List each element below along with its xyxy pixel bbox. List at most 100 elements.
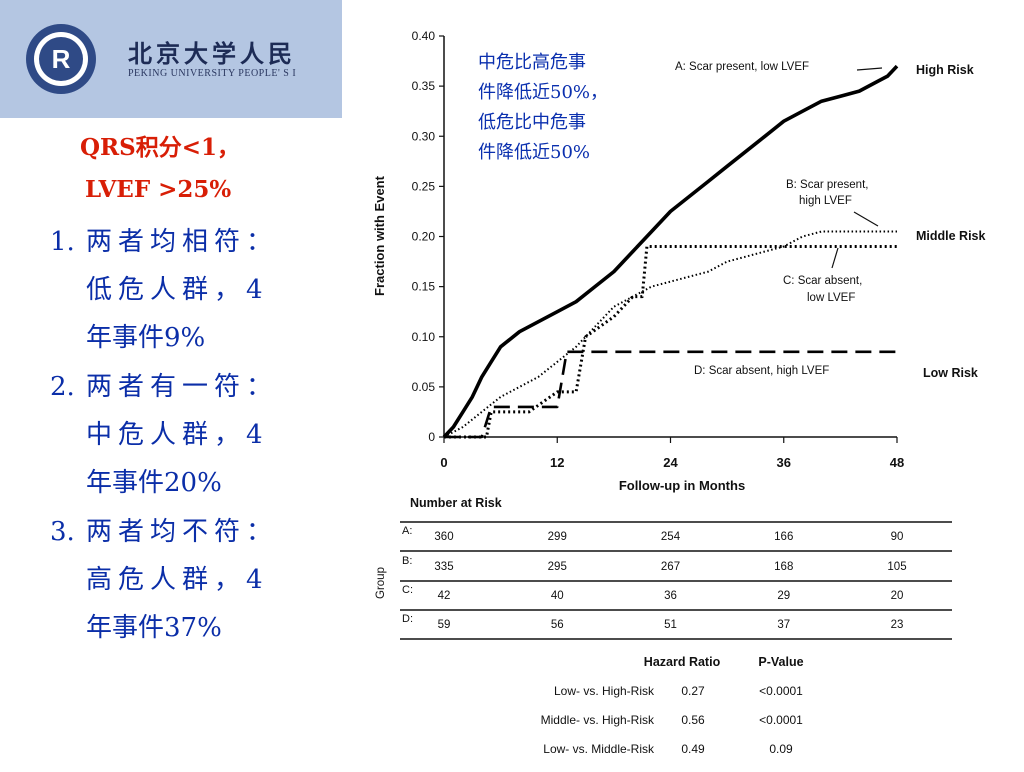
risk-table-cell: 295 — [548, 561, 567, 573]
x-tick-label: 12 — [550, 455, 564, 470]
chart-axes: 0 0.05 0.10 0.15 0.20 0.25 0.30 0.35 0.40 0 12 24 36… — [372, 29, 904, 493]
list-item-line: 年事件37% — [86, 613, 222, 643]
km-chart: 0 0.05 0.10 0.15 0.20 0.25 0.30 0.35 0.40 0 12 24 36… — [372, 29, 986, 756]
risk-table-cell: 90 — [891, 531, 904, 543]
hazard-table: Hazard Ratio P-Value Low- vs. High-Risk 0.2… — [541, 655, 804, 756]
risk-table-title: Number at Risk — [410, 496, 502, 510]
hazard-ratio-value: 0.56 — [681, 713, 705, 727]
risk-table-cell: 23 — [891, 619, 904, 631]
list-item-line: 两者均相符： — [86, 227, 279, 257]
risk-table-group: B: — [402, 555, 412, 567]
hazard-row-label: Middle- vs. High-Risk — [541, 713, 655, 727]
risk-table-cell: 254 — [661, 531, 681, 543]
hazard-row-label: Low- vs. High-Risk — [554, 684, 655, 698]
hazard-p-value: <0.0001 — [759, 713, 803, 727]
x-axis-label: Follow-up in Months — [619, 478, 745, 493]
risk-table-cell: 105 — [887, 561, 906, 573]
hazard-row-label: Low- vs. Middle-Risk — [543, 742, 655, 756]
list-item-line: 年事件20% — [86, 468, 222, 498]
risk-label-low: Low Risk — [923, 366, 978, 380]
svg-text:R: R — [52, 44, 71, 74]
x-tick-label: 48 — [890, 455, 904, 470]
y-tick-label: 0.25 — [412, 179, 436, 193]
x-tick-label: 24 — [663, 455, 678, 470]
risk-table-cell: 42 — [438, 590, 451, 602]
list-item-line: 两者均不符： — [86, 517, 279, 547]
risk-label-high: High Risk — [916, 63, 974, 77]
risk-table-group: C: — [402, 584, 413, 596]
hazard-ratio-value: 0.27 — [681, 684, 705, 698]
risk-table-cell: 166 — [774, 531, 793, 543]
y-tick-label: 0.10 — [412, 330, 436, 344]
y-tick-label: 0 — [428, 430, 435, 444]
y-tick-label: 0.40 — [412, 29, 436, 43]
series-label-arrow — [856, 67, 883, 71]
annotation-note: 中危比高危事 件降低近50%， 低危比中危事 件降低近50% — [478, 48, 658, 168]
chart-panel: 0 0.05 0.10 0.15 0.20 0.25 0.30 0.35 0.40 0 12 24 36… — [342, 0, 1024, 768]
list-item-line: 年事件9% — [86, 323, 206, 353]
note-line: 件降低近50%， — [478, 82, 609, 103]
risk-table-cell: 20 — [891, 590, 904, 602]
hazard-header: P-Value — [758, 655, 803, 669]
risk-table-cell: 299 — [548, 531, 567, 543]
note-line: 低危比中危事 — [478, 112, 586, 133]
chart-series — [442, 64, 899, 439]
y-tick-label: 0.05 — [412, 380, 436, 394]
risk-table-cell: 29 — [777, 590, 790, 602]
risk-table-cell: 335 — [434, 561, 453, 573]
y-tick-label: 0.35 — [412, 79, 436, 93]
risk-table-cell: 40 — [551, 590, 564, 602]
series-label-arrow — [853, 211, 879, 227]
series-label: D: Scar absent, high LVEF — [694, 365, 829, 377]
series-label: low LVEF — [807, 292, 855, 304]
risk-table-cell: 36 — [664, 590, 677, 602]
risk-table-cell: 267 — [661, 561, 680, 573]
y-tick-label: 0.30 — [412, 129, 436, 143]
list-item-number: 3. — [50, 517, 75, 547]
risk-table-group: D: — [402, 613, 413, 625]
header-banner: R 北京大学人民 PEKING UNIVERSITY PEOPLE' S I — [0, 0, 342, 118]
x-tick-label: 36 — [777, 455, 791, 470]
left-text-panel: QRS积分<1， LVEF >25% 1. 两者均相符： 低危人群，4 年事件9… — [0, 118, 342, 768]
list-item-number: 2. — [50, 372, 75, 402]
risk-table-cell: 360 — [434, 531, 453, 543]
criteria-line-1: QRS积分<1， — [80, 134, 241, 161]
list-item-line: 中危人群，4 — [86, 420, 269, 450]
y-axis-label: Fraction with Event — [372, 175, 387, 296]
series-line-b — [443, 230, 897, 438]
risk-table-cell: 51 — [664, 619, 677, 631]
note-line: 中危比高危事 — [478, 52, 586, 73]
hazard-header: Hazard Ratio — [644, 655, 721, 669]
hazard-ratio-value: 0.49 — [681, 742, 705, 756]
chart-annotations: A: Scar present, low LVEF B: Scar present… — [675, 61, 986, 380]
header-title: 北京大学人民 — [128, 40, 296, 68]
list-item-line: 高危人群，4 — [86, 565, 269, 595]
series-label: C: Scar absent, — [783, 275, 862, 287]
risk-table-cell: 56 — [551, 619, 564, 631]
hazard-p-value: <0.0001 — [759, 684, 803, 698]
list-item-line: 两者有一符： — [86, 372, 279, 402]
note-line: 件降低近50% — [478, 142, 591, 163]
series-label-arrow — [831, 247, 839, 269]
hazard-p-value: 0.09 — [769, 742, 793, 756]
list-item-line: 低危人群，4 — [86, 275, 269, 305]
y-tick-label: 0.20 — [412, 230, 436, 244]
risk-table-cell: 168 — [774, 561, 793, 573]
list-item-number: 1. — [50, 227, 75, 257]
risk-table-group: A: — [402, 525, 412, 537]
series-line-c — [444, 245, 897, 439]
risk-table-cell: 37 — [777, 619, 790, 631]
risk-table-cell: 59 — [438, 619, 451, 631]
y-tick-label: 0.15 — [412, 280, 436, 294]
risk-label-middle: Middle Risk — [916, 229, 986, 243]
series-label: high LVEF — [799, 195, 852, 207]
number-at-risk-table: Number at Risk A: 360 299 254 166 90 B: 335 295 26… — [375, 496, 952, 640]
x-tick-label: 0 — [440, 455, 447, 470]
series-line-a — [442, 64, 899, 439]
series-label: B: Scar present, — [786, 179, 868, 191]
university-logo-icon: R — [26, 24, 96, 94]
series-line-d — [444, 350, 897, 439]
header-subtitle: PEKING UNIVERSITY PEOPLE' S I — [128, 68, 297, 79]
series-label: A: Scar present, low LVEF — [675, 61, 809, 73]
criteria-line-2: LVEF >25% — [85, 176, 232, 203]
